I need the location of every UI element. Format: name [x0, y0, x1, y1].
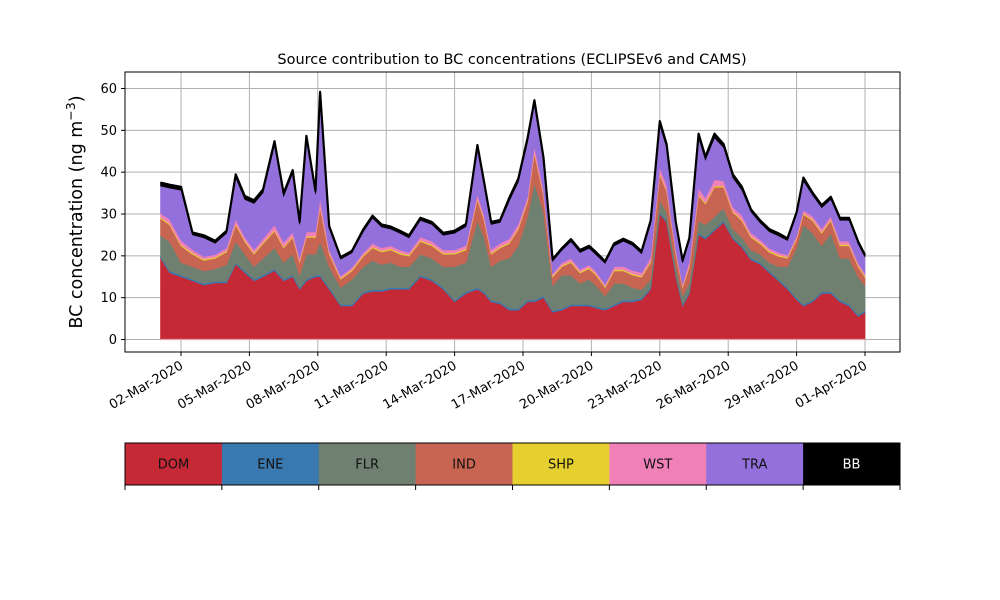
legend-label-tra: TRA — [741, 458, 767, 473]
y-axis: 0 10 20 30 40 50 60 — [100, 82, 125, 348]
legend-label-ene: ENE — [257, 458, 283, 473]
legend-swatch-flr — [318, 443, 417, 485]
legend-colorbar: DOM ENE FLR IND SHP WST TRA BB — [124, 442, 901, 490]
legend-label-shp: SHP — [548, 458, 574, 473]
total-line-path — [160, 90, 866, 263]
plot-frame — [124, 71, 901, 353]
y-tick-label: 30 — [100, 208, 117, 223]
y-tick-label: 60 — [100, 82, 117, 97]
total-line — [160, 90, 866, 263]
y-axis-label-sup: −3 — [63, 102, 78, 120]
legend-swatch-ind — [415, 443, 513, 485]
legend-label-ind: IND — [452, 458, 476, 473]
chart-title: Source contribution to BC concentrations… — [277, 52, 746, 68]
y-tick-label: 10 — [100, 291, 117, 306]
legend-label-flr: FLR — [355, 458, 379, 473]
y-tick-label: 40 — [100, 166, 117, 181]
legend-label-bb: BB — [843, 458, 861, 473]
y-tick-label: 50 — [100, 124, 117, 139]
y-axis-label: BC concentration (ng m−3) — [63, 95, 87, 328]
legend-swatch-tra — [706, 443, 804, 485]
legend-swatch-shp — [512, 443, 610, 485]
legend-swatch-ene — [221, 443, 320, 485]
stacked-areas — [160, 91, 866, 341]
y-axis-label-end: ) — [67, 95, 87, 102]
legend-label-dom: DOM — [158, 458, 189, 473]
y-axis-label-base: BC concentration (ng m — [67, 121, 87, 329]
legend-swatch-dom — [125, 443, 223, 485]
y-tick-label: 0 — [109, 333, 117, 348]
legend-swatch-wst — [609, 443, 707, 485]
y-tick-label: 20 — [100, 249, 117, 264]
legend-label-wst: WST — [643, 458, 672, 473]
legend-swatch-bb — [803, 443, 901, 485]
